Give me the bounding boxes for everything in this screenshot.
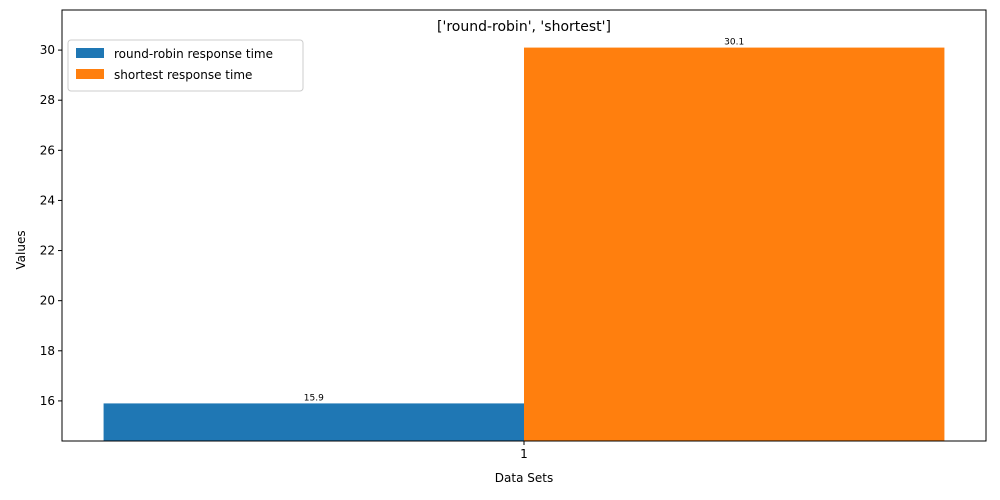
y-tick-label: 28	[40, 93, 55, 107]
x-axis: 1	[520, 441, 528, 461]
legend-box	[67, 39, 304, 92]
legend-swatch	[76, 48, 104, 58]
legend-label: shortest response time	[114, 68, 252, 82]
plot-frame	[61, 9, 987, 442]
bars-group: 15.9 30.1	[103, 38, 945, 441]
legend-label: round-robin response time	[114, 47, 273, 61]
y-tick-label: 26	[40, 143, 55, 157]
y-tick-label: 16	[40, 394, 55, 408]
y-axis: 16 18 20 22 24 26 28 30	[40, 43, 62, 408]
y-tick-label: 22	[40, 244, 55, 258]
y-axis-title: Values	[14, 230, 28, 269]
legend: round-robin response time shortest respon…	[67, 39, 304, 92]
y-tick-label: 30	[40, 43, 55, 57]
bar-shortest-response-time	[524, 47, 945, 441]
data-label: 30.1	[724, 38, 744, 48]
x-axis-title: Data Sets	[495, 471, 553, 485]
chart-title: ['round-robin', 'shortest']	[437, 19, 611, 35]
y-tick-label: 24	[40, 193, 55, 207]
data-label: 15.9	[304, 393, 324, 403]
legend-swatch	[76, 69, 104, 79]
x-tick-label: 1	[520, 447, 528, 461]
y-tick-label: 18	[40, 344, 55, 358]
y-tick-label: 20	[40, 294, 55, 308]
bar-round-robin-response-time	[103, 403, 524, 441]
